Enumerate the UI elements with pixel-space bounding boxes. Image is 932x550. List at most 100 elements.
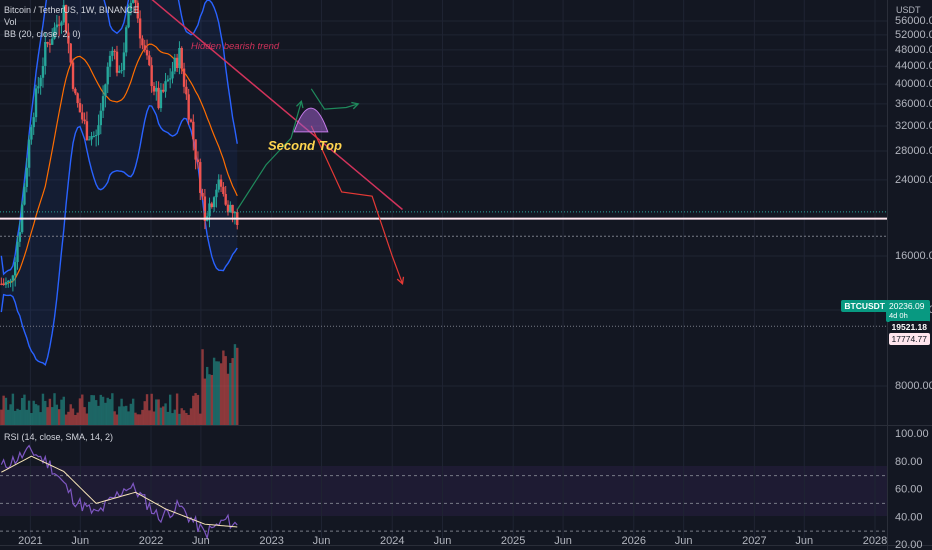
candle-body [88,139,91,141]
candle-body [94,135,98,137]
volume-bar [217,361,220,425]
volume-bar [168,394,172,425]
volume-bar [189,408,193,425]
candle-body [101,96,105,111]
price-tick-label: 24000.00 [895,174,932,186]
rsi-tick-label: 40.00 [895,511,923,523]
volume-bar [131,398,135,425]
candle-body [125,27,128,53]
volume-bar [155,399,158,425]
candle-body [41,65,45,78]
bb-upper-line [0,0,238,276]
volume-bar [185,412,188,425]
rsi-indicator-label[interactable]: RSI (14, close, SMA, 14, 2) [4,432,114,442]
volume-bar [194,393,197,425]
ticker-label: BTCUSDT [844,301,885,311]
volume-bar [0,409,3,425]
volume-bar [67,411,70,425]
candle-body [185,86,188,95]
candle-body [62,5,65,23]
volume-bar [64,414,68,425]
candle-body [162,89,165,92]
candle-body [60,22,63,26]
candle-body [120,70,123,72]
candle-body [85,121,89,141]
candle-body [166,79,170,82]
volume-bar [134,412,137,425]
candle-body [18,232,22,242]
candle-body [55,24,59,28]
second-top-arc [293,107,329,133]
candle-body [175,57,179,68]
candle-body [92,135,96,137]
last-price: 20236.09 [889,301,925,311]
vol-indicator-label[interactable]: Vol [4,17,17,27]
candle-body [71,62,75,89]
volume-bar [115,414,119,425]
volume-bar [187,414,190,425]
volume-bar [83,407,86,425]
candle-body [106,66,109,85]
candle-body [57,24,61,26]
price-tick-label: 40000.00 [895,78,932,90]
volume-bar [88,401,91,425]
symbol-title[interactable]: Bitcoin / TetherUS, 1W, BINANCE [4,5,139,15]
volume-bar [215,361,218,425]
candle-body [201,192,204,197]
rsi-tick-label: 60.00 [895,484,923,496]
volume-bar [27,400,31,425]
candle-body [136,2,139,19]
bb-basis-line [1,43,238,285]
candle-body [9,280,12,282]
candle-body [108,55,112,67]
candle-body [196,159,200,163]
time-tick-label: 2026 [622,535,646,547]
volume-bar [201,349,204,425]
rsi-tick-label: 100.00 [895,428,929,440]
grid [0,0,887,545]
volume-bar [236,347,239,425]
bb-indicator-label[interactable]: BB (20, close, 2, 0) [4,29,81,39]
candle-body [83,119,86,122]
volume-bar [192,395,195,425]
candle-body [37,86,40,89]
time-tick-label: Jun [554,535,572,547]
volume-bar [62,396,65,425]
volume-bar [199,413,202,425]
candle-body [4,282,8,285]
candle-body [118,71,121,73]
candle-body [134,0,137,3]
time-tick-label: 2023 [259,535,283,547]
volume-bar [55,404,59,425]
candle-body [67,32,70,44]
volume-bar [141,409,144,425]
candle-body [99,110,102,126]
volume-bar [210,374,214,425]
volume-bar [106,397,109,425]
candle-body [138,18,142,39]
price-tick-label: 48000.00 [895,44,932,56]
candle-body [2,283,5,285]
volume-bar [205,366,209,425]
candle-body [90,136,93,140]
price-tick-label: 28000.00 [895,145,932,157]
candle-body [34,88,38,118]
projection-up-path [236,101,302,210]
candle-body [48,43,52,45]
candle-body [104,84,107,97]
volume-bar [18,409,22,425]
drawings[interactable] [0,0,887,327]
volume-bar [196,394,200,425]
candle-body [157,87,160,109]
candle-body [231,204,234,214]
volume-bar [57,409,61,425]
candle-body [25,167,28,187]
time-tick-label: Jun [192,535,210,547]
price-tick-label: 44000.00 [895,60,932,72]
candle-body [129,2,133,11]
volume-bar [108,399,112,425]
candle-body [152,86,156,92]
volume-bar [122,406,126,425]
candle-body [215,189,218,198]
